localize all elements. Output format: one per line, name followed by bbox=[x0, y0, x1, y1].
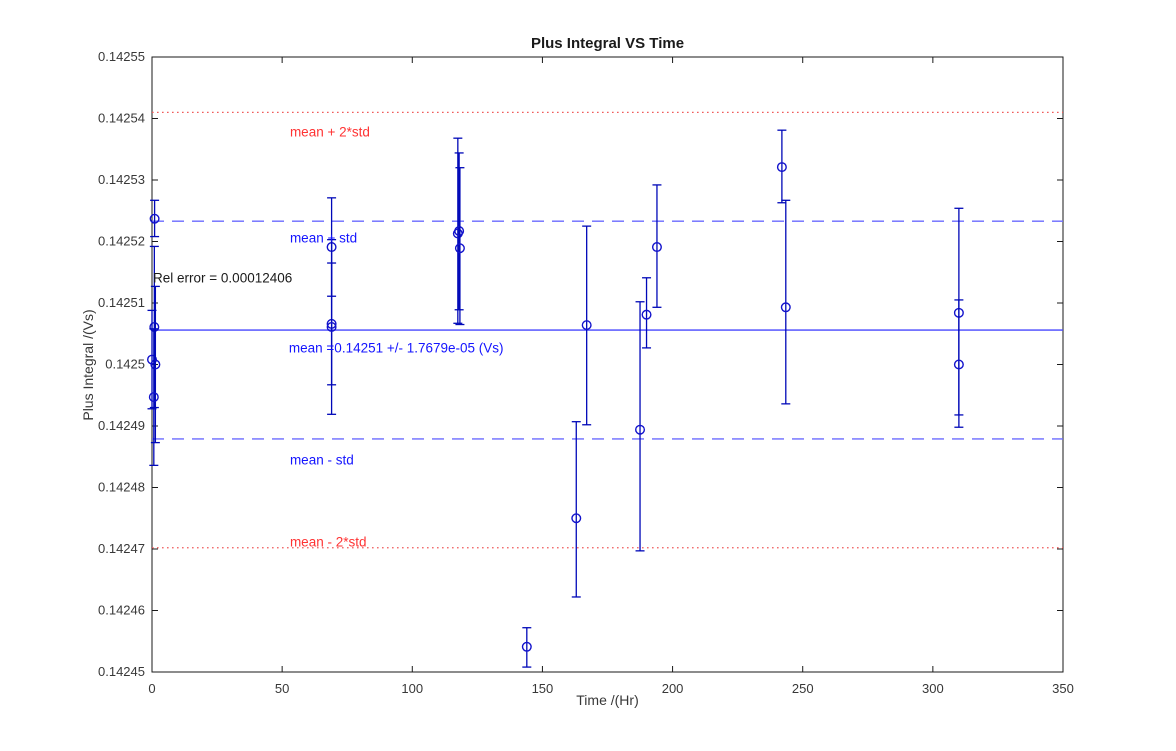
data-marker bbox=[776, 162, 787, 173]
data-marker bbox=[150, 359, 161, 370]
data-marker bbox=[521, 641, 532, 652]
errorbar-point bbox=[780, 199, 791, 405]
errorbar-point bbox=[581, 225, 592, 426]
data-marker bbox=[641, 309, 652, 320]
errorbar-point bbox=[326, 239, 337, 415]
axes-box bbox=[151, 56, 1064, 673]
y-tick-label: 0.14252 bbox=[98, 234, 145, 249]
annotation-mean-value: mean =0.14251 +/- 1.7679e-05 (Vs) bbox=[289, 340, 504, 355]
data-marker bbox=[148, 392, 159, 403]
errorbar-point bbox=[454, 167, 465, 326]
data-marker bbox=[454, 226, 465, 237]
annotation-mean-plus-2std: mean + 2*std bbox=[290, 125, 370, 140]
errorbar-point bbox=[635, 301, 646, 552]
chart-title: Plus Integral VS Time bbox=[531, 35, 684, 52]
y-tick-label: 0.14248 bbox=[98, 480, 145, 495]
y-tick-label: 0.14254 bbox=[98, 111, 145, 126]
errorbar-point bbox=[651, 184, 662, 308]
errorbar-point bbox=[521, 627, 532, 668]
x-tick-label: 50 bbox=[275, 681, 289, 696]
x-tick-label: 200 bbox=[662, 681, 684, 696]
data-marker bbox=[651, 242, 662, 253]
annotation-mean-plus-std: mean + std bbox=[290, 230, 357, 245]
y-tick-label: 0.14255 bbox=[98, 49, 145, 64]
x-tick-label: 300 bbox=[922, 681, 944, 696]
data-marker bbox=[454, 243, 465, 254]
y-tick-label: 0.14247 bbox=[98, 541, 145, 556]
data-points bbox=[146, 129, 964, 668]
data-marker bbox=[581, 320, 592, 331]
data-marker bbox=[571, 513, 582, 524]
y-tick-label: 0.14246 bbox=[98, 603, 145, 618]
errorbar-point bbox=[953, 299, 964, 428]
plot-box bbox=[151, 56, 1064, 673]
data-marker bbox=[953, 359, 964, 370]
data-marker bbox=[146, 354, 157, 365]
x-tick-label: 100 bbox=[401, 681, 423, 696]
x-axis-label: Time /(Hr) bbox=[576, 692, 638, 708]
errorbar-point bbox=[454, 152, 465, 311]
annotation-mean-minus-std: mean - std bbox=[290, 452, 354, 467]
annotation-rel-error: Rel error = 0.00012406 bbox=[153, 270, 292, 285]
data-marker bbox=[326, 321, 337, 332]
errorbar-point bbox=[776, 129, 787, 204]
y-tick-label: 0.14251 bbox=[98, 295, 145, 310]
y-tick-label: 0.14249 bbox=[98, 418, 145, 433]
x-tick-label: 350 bbox=[1052, 681, 1074, 696]
y-axis-label: Plus Integral /(Vs) bbox=[80, 309, 96, 420]
errorbar-point bbox=[150, 285, 161, 444]
stat-lines bbox=[152, 111, 1063, 549]
x-tick-label: 150 bbox=[532, 681, 554, 696]
errorbar-point bbox=[641, 277, 652, 349]
errorbar-point bbox=[148, 328, 159, 467]
y-tick-label: 0.1425 bbox=[105, 357, 145, 372]
errorbar-point bbox=[149, 199, 160, 238]
data-marker bbox=[635, 424, 646, 435]
x-tick-label: 0 bbox=[148, 681, 155, 696]
errorbar-point bbox=[571, 421, 582, 598]
data-marker bbox=[780, 302, 791, 313]
y-tick-label: 0.14253 bbox=[98, 172, 145, 187]
data-marker bbox=[149, 213, 160, 224]
tick-labels: 0 50 100 150 200 250 300 350 0.14245 0.14246 0.142… bbox=[98, 49, 1074, 696]
y-tick-label: 0.14245 bbox=[98, 664, 145, 679]
annotation-mean-minus-2std: mean - 2*std bbox=[290, 535, 367, 550]
x-tick-label: 250 bbox=[792, 681, 814, 696]
